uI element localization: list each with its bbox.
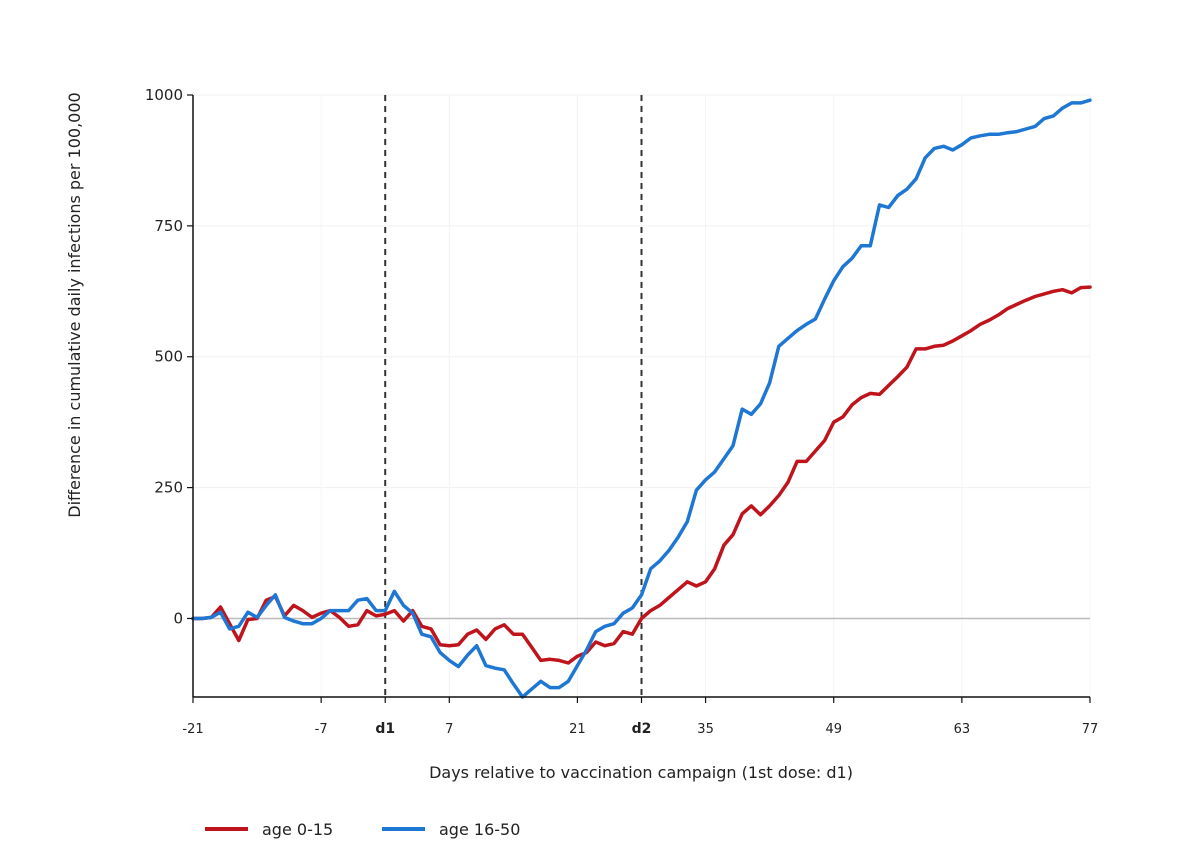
x-tick-label: -21 (182, 722, 203, 737)
y-tick-label: 0 (173, 609, 183, 627)
x-tick-label: -7 (315, 722, 328, 737)
series-line-age-0-15 (191, 285, 1092, 665)
legend-label-age-0-15: age 0-15 (262, 820, 333, 839)
x-tick-label: 49 (825, 722, 842, 737)
legend: age 0-15 age 16-50 (205, 820, 520, 839)
x-tick-label: d2 (632, 721, 652, 737)
x-axis-label: Days relative to vaccination campaign (1… (429, 763, 853, 782)
axes (187, 94, 1091, 703)
x-tick-label: 21 (569, 722, 586, 737)
y-axis-label: Difference in cumulative daily infection… (65, 92, 84, 517)
x-tick-label: 63 (954, 722, 971, 737)
series-line-age-16-50 (191, 98, 1092, 699)
y-tick-label: 250 (154, 479, 183, 497)
x-tick-label: 77 (1082, 722, 1099, 737)
series-lines (191, 98, 1092, 699)
x-tick-label: 7 (445, 722, 453, 737)
tick-labels: 0 250 500 750 1000 -21 -7 d1 7 21 d2 35 49 63 77 (145, 86, 1098, 737)
y-tick-label: 1000 (145, 86, 183, 104)
y-tick-label: 500 (154, 348, 183, 366)
legend-label-age-16-50: age 16-50 (439, 820, 520, 839)
y-tick-label: 750 (154, 217, 183, 235)
x-tick-label: 35 (697, 722, 714, 737)
x-tick-label: d1 (375, 721, 395, 737)
reference-lines (193, 95, 1090, 697)
